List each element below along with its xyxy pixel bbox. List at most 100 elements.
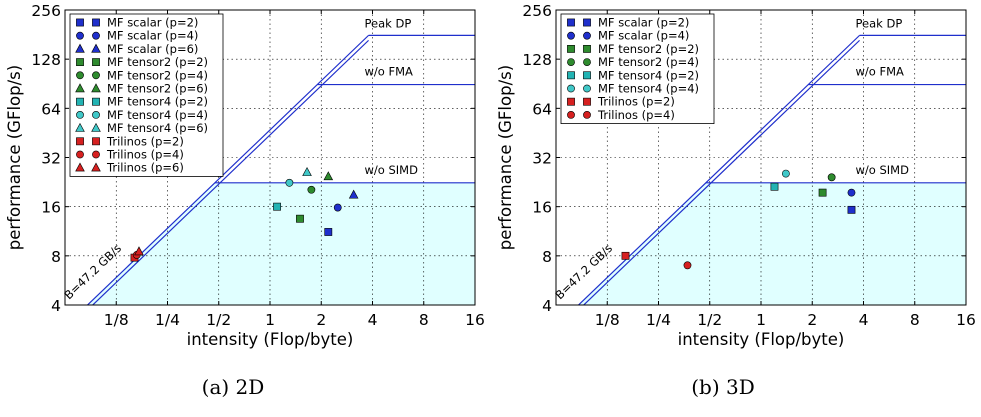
legend-entry: MF tensor4 (p=2) xyxy=(567,68,699,82)
legend-entry: MF tensor4 (p=4) xyxy=(567,82,699,96)
legend-marker xyxy=(567,44,575,53)
x-tick-label: 1/2 xyxy=(206,311,231,329)
legend-marker xyxy=(567,31,575,40)
legend-marker xyxy=(583,58,591,66)
legend-entry: Trilinos (p=4) xyxy=(567,108,675,122)
legend-label: MF tensor2 (p=2) xyxy=(107,55,208,69)
x-tick-label: 4 xyxy=(859,311,869,329)
data-point xyxy=(134,246,144,256)
ticks: 1/8 1/4 1/2 1 2 4 8 16 4 8 16 32 64 128 256 xyxy=(31,2,484,329)
data-point xyxy=(827,173,836,182)
legend-label: MF tensor4 (p=4) xyxy=(107,108,208,122)
legend-label: MF scalar (p=4) xyxy=(107,29,198,43)
legend-entry: MF scalar (p=2) xyxy=(76,16,198,30)
legend-entry: MF tensor4 (p=4) xyxy=(76,108,208,122)
y-tick-label: 4 xyxy=(542,297,552,315)
legend-marker xyxy=(92,111,100,119)
data-point xyxy=(847,188,856,197)
data-point xyxy=(296,214,304,223)
legend-label: MF tensor2 (p=2) xyxy=(598,42,699,56)
legend-marker xyxy=(583,18,591,27)
legend-marker xyxy=(76,137,84,146)
legend: MF scalar (p=2)MF scalar (p=4)MF tensor2… xyxy=(560,13,715,124)
legend-marker xyxy=(583,71,591,80)
legend-label: MF scalar (p=2) xyxy=(598,16,689,30)
label-wo-simd: w/o SIMD xyxy=(365,163,419,177)
legend-marker xyxy=(92,18,100,27)
y-tick-label: 32 xyxy=(41,150,61,168)
legend-marker xyxy=(91,43,101,53)
figure-caption: (a) 2D xyxy=(202,375,265,399)
legend-marker xyxy=(92,31,100,40)
data-point xyxy=(333,203,342,212)
legend-marker xyxy=(567,84,575,93)
label-peak-dp: Peak DP xyxy=(856,16,903,30)
data-point xyxy=(847,205,856,214)
legend-marker xyxy=(91,83,101,93)
legend-entry: MF scalar (p=2) xyxy=(567,16,689,30)
legend-entry: Trilinos (p=2) xyxy=(76,134,184,148)
x-axis-label: intensity (Flop/byte) xyxy=(678,330,845,349)
data-point xyxy=(273,202,281,211)
legend-label: MF tensor4 (p=4) xyxy=(598,82,699,96)
data-point xyxy=(324,228,333,236)
y-tick-label: 64 xyxy=(41,100,61,118)
data-point xyxy=(781,169,790,178)
legend-label: Trilinos (p=2) xyxy=(597,95,675,109)
legend-marker xyxy=(92,150,100,159)
x-tick-label: 16 xyxy=(465,311,485,329)
legend-label: MF tensor2 (p=4) xyxy=(107,68,208,82)
data-point xyxy=(302,166,312,176)
legend-entry: Trilinos (p=2) xyxy=(567,95,675,109)
roofline-lines xyxy=(577,34,966,305)
legend-entry: MF tensor4 (p=2) xyxy=(76,95,208,109)
figure-caption: (b) 3D xyxy=(691,375,755,399)
legend-marker xyxy=(75,162,85,172)
legend-label: Trilinos (p=4) xyxy=(106,148,184,162)
y-tick-label: 128 xyxy=(522,51,552,69)
legend-label: MF scalar (p=2) xyxy=(107,16,198,30)
legend-marker xyxy=(76,31,84,40)
legend-label: Trilinos (p=4) xyxy=(597,108,675,122)
legend-entry: MF tensor2 (p=6) xyxy=(75,82,208,96)
x-tick-label: 1/2 xyxy=(697,311,722,329)
data-point xyxy=(683,261,692,270)
y-tick-label: 4 xyxy=(51,297,61,315)
legend-entry: MF scalar (p=4) xyxy=(76,29,198,43)
label-peak-dp: Peak DP xyxy=(365,16,412,30)
legend-entry: MF scalar (p=4) xyxy=(567,29,689,43)
legend-marker xyxy=(76,97,84,106)
legend-marker xyxy=(92,97,100,106)
legend-entry: MF tensor2 (p=4) xyxy=(567,55,699,69)
legend-label: MF tensor2 (p=4) xyxy=(598,55,699,69)
x-tick-label: 8 xyxy=(419,311,429,329)
legend: MF scalar (p=2)MF scalar (p=4)MF scalar … xyxy=(69,13,224,177)
data-point xyxy=(348,189,359,199)
legend-marker xyxy=(583,84,591,93)
x-tick-label: 4 xyxy=(368,311,378,329)
data-point xyxy=(818,188,827,197)
legend-marker xyxy=(567,58,575,66)
x-axis-label: intensity (Flop/byte) xyxy=(187,330,354,349)
roofline-lines xyxy=(86,34,475,305)
legend-marker xyxy=(76,71,84,80)
data-point xyxy=(323,171,334,181)
legend-marker xyxy=(583,111,591,119)
x-tick-label: 1/4 xyxy=(646,311,671,329)
legend-marker xyxy=(76,111,84,119)
legend-marker xyxy=(91,122,101,132)
y-tick-label: 128 xyxy=(31,51,61,69)
y-tick-label: 32 xyxy=(532,150,552,168)
x-tick-label: 1/8 xyxy=(595,311,620,329)
y-axis-label: performance (GFlop/s) xyxy=(5,65,24,250)
legend-marker xyxy=(92,58,100,66)
x-tick-label: 16 xyxy=(956,311,976,329)
x-tick-label: 1 xyxy=(265,311,275,329)
data-point xyxy=(770,182,779,191)
legend-label: MF tensor4 (p=2) xyxy=(598,68,699,82)
legend-marker xyxy=(75,122,85,132)
ticks: 1/8 1/4 1/2 1 2 4 8 16 4 8 16 32 64 128 256 xyxy=(522,2,975,329)
